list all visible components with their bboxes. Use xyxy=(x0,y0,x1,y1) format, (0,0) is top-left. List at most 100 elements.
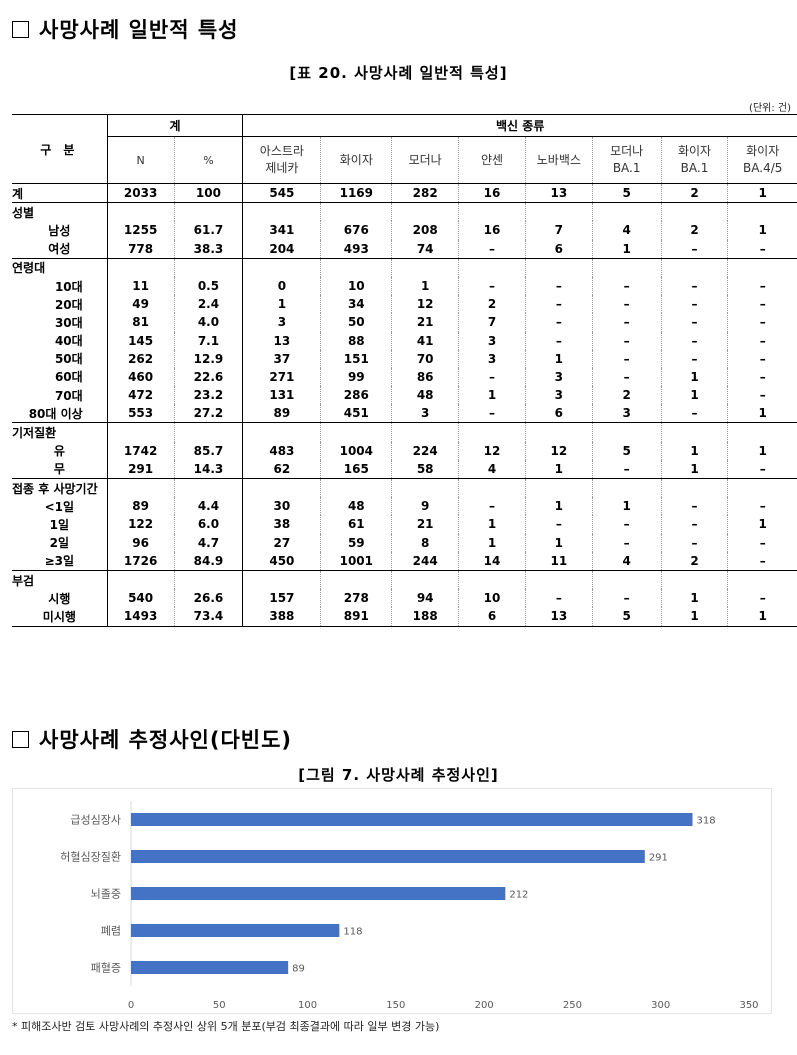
table-cell: 6 xyxy=(525,404,593,423)
table-row: 연령대 xyxy=(12,257,797,277)
row-label: 60대 xyxy=(12,367,108,387)
table-cell xyxy=(391,569,460,590)
table-cell: 1004 xyxy=(320,441,393,460)
header-gubun: 구 분 xyxy=(12,114,108,184)
table-cell: – xyxy=(525,515,593,534)
header-vaccine: 화이자 BA.4/5 xyxy=(727,136,797,184)
table-cell xyxy=(458,257,526,277)
table-cell: 553 xyxy=(107,404,175,423)
table-cell: 1 xyxy=(727,182,797,203)
x-tick-label: 150 xyxy=(386,1000,405,1011)
table-cell: 145 xyxy=(107,331,175,350)
row-label: 미시행 xyxy=(12,607,108,627)
table-cell: 2 xyxy=(661,551,729,571)
data-label: 212 xyxy=(509,890,528,901)
table-cell: 41 xyxy=(391,331,460,350)
table-cell: – xyxy=(759,535,766,550)
header-vaccine: 화이자 BA.1 xyxy=(661,136,729,184)
table-cell: – xyxy=(759,369,766,384)
table-cell xyxy=(525,202,593,222)
bar xyxy=(131,961,289,974)
table-row: 2일 96 4.7 27 59 8 1 1– – – xyxy=(12,533,797,552)
table-cell: – xyxy=(525,589,593,608)
table-cell: – xyxy=(759,333,766,348)
table-cell: 4 xyxy=(592,221,662,240)
table-cell: 1 xyxy=(242,295,322,314)
table-cell: – xyxy=(759,297,766,312)
table-cell xyxy=(727,569,797,590)
table-cell: 341 xyxy=(242,221,322,240)
table-cell xyxy=(727,422,797,442)
header-pct: % xyxy=(174,136,244,184)
table-cell xyxy=(320,478,393,498)
bar xyxy=(131,924,340,937)
x-tick-label: 300 xyxy=(651,1000,670,1011)
table-cell: – xyxy=(458,239,526,259)
table-cell: 2 xyxy=(661,182,729,203)
table-cell: – xyxy=(592,589,662,608)
table-cell: 1 xyxy=(592,497,662,516)
table-cell xyxy=(525,257,593,277)
table-cell: – xyxy=(661,239,729,259)
table-cell: 157 xyxy=(242,589,322,608)
table-cell: – xyxy=(661,515,729,534)
row-label: 80대 이상 xyxy=(12,404,108,423)
table-caption: [표 20. 사망사례 일반적 특성] xyxy=(289,64,508,82)
table-cell xyxy=(525,422,593,442)
table-cell: 4.0 xyxy=(174,313,244,332)
x-tick-label: 50 xyxy=(213,1000,226,1011)
table-cell: 1 xyxy=(525,533,593,552)
table-cell: 1 xyxy=(661,441,729,460)
table-cell: 0.5 xyxy=(174,276,244,296)
table-cell: 1 xyxy=(391,276,460,296)
table-cell: 278 xyxy=(320,589,393,608)
footnote: * 피해조사반 검토 사망사례의 추정사인 상위 5개 분포(부검 최종결과에 … xyxy=(12,1020,440,1033)
table-cell: 26.6 xyxy=(174,589,244,608)
table-cell: – xyxy=(592,533,662,552)
table-cell: 50 xyxy=(320,313,393,332)
table-cell: 1 xyxy=(758,406,767,421)
table-cell: 188 xyxy=(391,607,460,627)
row-label: 성별 xyxy=(12,202,108,222)
table-cell xyxy=(391,257,460,277)
table-cell: 48 xyxy=(320,497,393,516)
table-row: 50대 262 12.9 37 151 70 3 1– – – xyxy=(12,349,797,368)
table-cell: – xyxy=(759,315,766,330)
category-label: 급성심장사 xyxy=(70,814,121,827)
table-cell: 545 xyxy=(242,182,322,203)
table-cell: – xyxy=(759,461,766,476)
table-row: 70대 472 23.2 131 286 48 1 3 2 1– xyxy=(12,386,797,405)
table-cell xyxy=(242,422,322,442)
table-cell xyxy=(661,478,729,498)
table-cell xyxy=(727,202,797,222)
table-cell: 483 xyxy=(242,441,322,460)
table-cell: 286 xyxy=(320,386,393,405)
table-cell: 778 xyxy=(107,239,175,259)
section-title-text: 사망사례 일반적 특성 xyxy=(39,18,239,42)
table-cell xyxy=(661,202,729,222)
table-cell: 1 xyxy=(525,497,593,516)
table-cell: 21 xyxy=(391,515,460,534)
row-label: 50대 xyxy=(12,349,108,368)
table-cell: – xyxy=(759,553,766,568)
table-cell xyxy=(525,569,593,590)
table-cell: 493 xyxy=(320,239,393,259)
table-cell: – xyxy=(759,351,766,366)
category-label: 뇌졸중 xyxy=(91,888,121,901)
table-cell xyxy=(661,569,729,590)
row-label: 30대 xyxy=(12,313,108,332)
table-cell xyxy=(107,478,175,498)
table-cell xyxy=(174,569,244,590)
table-cell: 74 xyxy=(391,239,460,259)
table-cell: 88 xyxy=(320,331,393,350)
table-cell: 34 xyxy=(320,295,393,314)
row-label: 40대 xyxy=(12,331,108,350)
table-cell: – xyxy=(661,276,729,296)
table-cell: – xyxy=(458,367,526,387)
table-row: 10대 11 0.5 0 10 1– – – – – xyxy=(12,276,797,296)
table-cell: – xyxy=(661,497,729,516)
data-label: 118 xyxy=(343,927,362,938)
table-cell: 70 xyxy=(391,349,460,368)
table-cell xyxy=(458,422,526,442)
table-cell: 14 xyxy=(458,551,526,571)
